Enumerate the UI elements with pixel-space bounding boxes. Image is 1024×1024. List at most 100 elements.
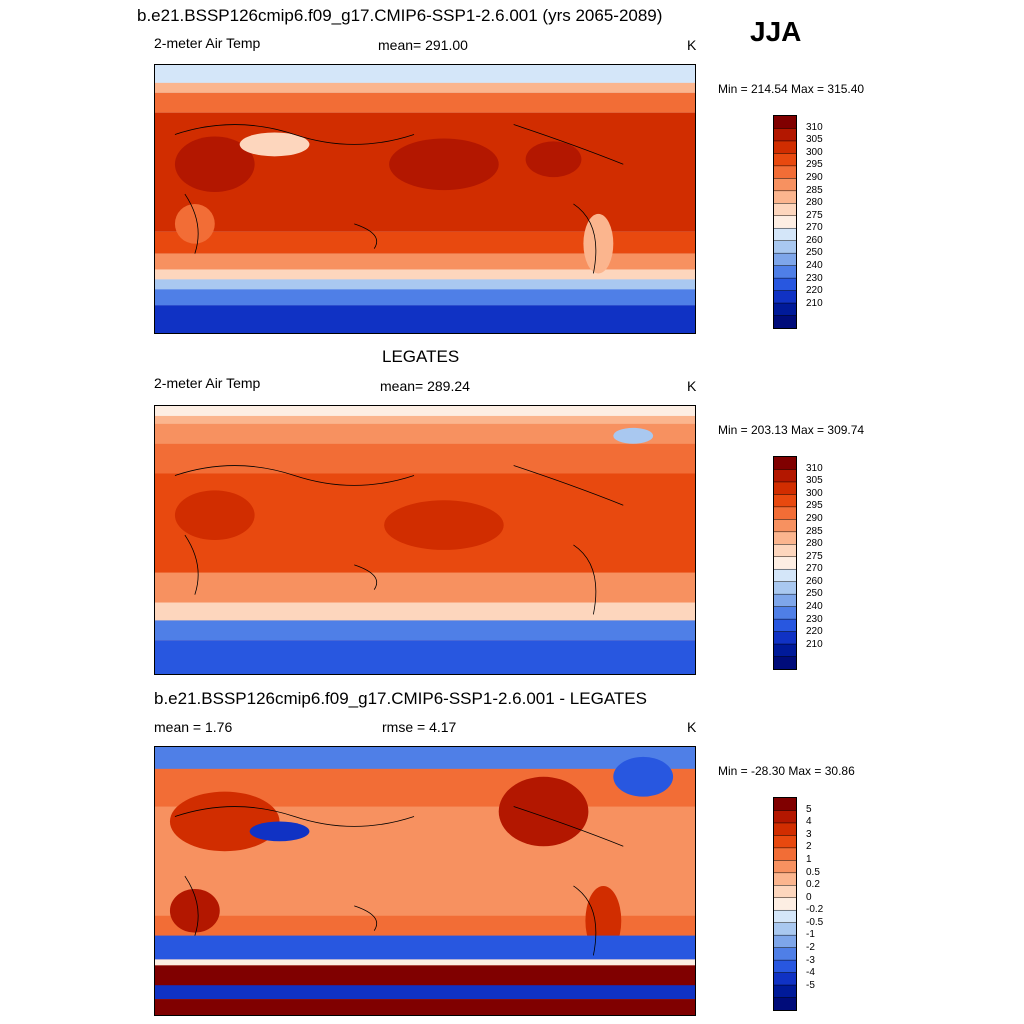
colorbar-tick-label: 295	[806, 159, 823, 171]
colorbar-swatch	[774, 947, 796, 961]
colorbar-swatch	[774, 910, 796, 924]
colorbar-swatch	[774, 265, 796, 279]
colorbar-swatch	[774, 178, 796, 192]
colorbar-tick-label: 2	[806, 841, 812, 853]
colorbar-tick-label: 240	[806, 260, 823, 272]
colorbar-tick-label: 230	[806, 272, 823, 284]
colorbar-tick-label: -3	[806, 954, 815, 966]
colorbar-swatch	[774, 556, 796, 570]
panel-3-mean: mean = 1.76	[154, 719, 233, 735]
colorbar-swatch	[774, 290, 796, 304]
colorbar-tick-label: 285	[806, 525, 823, 537]
colorbar-swatch	[774, 519, 796, 533]
panel-3-rmse: rmse = 4.17	[382, 719, 457, 735]
colorbar-tick-label: 0.5	[806, 866, 820, 878]
colorbar-swatch	[774, 116, 796, 129]
colorbar-swatch	[774, 506, 796, 520]
colorbar-swatch	[774, 469, 796, 483]
panel-3-title: b.e21.BSSP126cmip6.f09_g17.CMIP6-SSP1-2.…	[154, 689, 647, 708]
colorbar-swatch	[774, 606, 796, 620]
panel-2-minmax: Min = 203.13 Max = 309.74	[718, 423, 865, 437]
colorbar-swatch	[774, 228, 796, 242]
panel-2-mean: mean= 289.24	[380, 378, 470, 394]
colorbar-swatch	[774, 835, 796, 849]
colorbar-tick-label: 250	[806, 247, 823, 259]
colorbar-swatch	[774, 985, 796, 999]
colorbar-tick-label: -5	[806, 979, 815, 991]
colorbar-swatch	[774, 935, 796, 949]
colorbar-swatch	[774, 544, 796, 558]
season-label: JJA	[750, 16, 802, 47]
panel-2-colorbar	[773, 456, 797, 670]
panel-1-minmax: Min = 214.54 Max = 315.40	[718, 82, 865, 96]
colorbar-swatch	[774, 569, 796, 583]
colorbar-swatch	[774, 922, 796, 936]
colorbar-tick-label: 280	[806, 538, 823, 550]
colorbar-tick-label: 270	[806, 563, 823, 575]
colorbar-tick-label: 275	[806, 209, 823, 221]
colorbar-tick-label: -2	[806, 942, 815, 954]
colorbar-tick-label: 0.2	[806, 879, 820, 891]
colorbar-tick-label: 300	[806, 146, 823, 158]
colorbar-tick-label: 220	[806, 285, 823, 297]
colorbar-tick-label: 3	[806, 828, 812, 840]
panel-2-variable: 2-meter Air Temp	[154, 375, 261, 391]
colorbar-tick-label: 260	[806, 234, 823, 246]
panel-1-variable: 2-meter Air Temp	[154, 35, 261, 51]
colorbar-swatch	[774, 619, 796, 633]
colorbar-swatch	[774, 644, 796, 658]
colorbar-swatch	[774, 997, 796, 1010]
colorbar-tick-label: 295	[806, 500, 823, 512]
colorbar-tick-label: 300	[806, 487, 823, 499]
colorbar-tick-label: 310	[806, 121, 823, 133]
colorbar-tick-label: 220	[806, 626, 823, 638]
colorbar-swatch	[774, 165, 796, 179]
colorbar-swatch	[774, 960, 796, 974]
colorbar-tick-label: 275	[806, 550, 823, 562]
colorbar-tick-label: 305	[806, 475, 823, 487]
colorbar-swatch	[774, 203, 796, 217]
colorbar-swatch	[774, 860, 796, 874]
colorbar-tick-label: 270	[806, 222, 823, 234]
colorbar-swatch	[774, 457, 796, 470]
colorbar-swatch	[774, 531, 796, 545]
colorbar-swatch	[774, 153, 796, 167]
panel-3-minmax: Min = -28.30 Max = 30.86	[718, 764, 855, 778]
panel-1-map	[154, 64, 696, 334]
panel-2-title: LEGATES	[382, 347, 460, 366]
panel-3-map	[154, 746, 696, 1016]
colorbar-swatch	[774, 847, 796, 861]
colorbar-tick-label: 260	[806, 575, 823, 587]
colorbar-tick-label: 250	[806, 588, 823, 600]
colorbar-swatch	[774, 215, 796, 229]
colorbar-swatch	[774, 140, 796, 154]
colorbar-tick-label: 290	[806, 512, 823, 524]
colorbar-tick-label: 280	[806, 197, 823, 209]
colorbar-swatch	[774, 594, 796, 608]
colorbar-swatch	[774, 872, 796, 886]
colorbar-swatch	[774, 481, 796, 495]
colorbar-tick-label: 310	[806, 462, 823, 474]
colorbar-swatch	[774, 128, 796, 142]
colorbar-swatch	[774, 240, 796, 254]
colorbar-tick-label: 305	[806, 134, 823, 146]
colorbar-swatch	[774, 972, 796, 986]
colorbar-swatch	[774, 656, 796, 669]
panel-3-units: K	[687, 719, 697, 735]
colorbar-tick-label: 210	[806, 638, 823, 650]
colorbar-swatch	[774, 303, 796, 317]
colorbar-tick-label: 290	[806, 171, 823, 183]
colorbar-swatch	[774, 494, 796, 508]
colorbar-tick-label: 0	[806, 891, 812, 903]
colorbar-swatch	[774, 810, 796, 824]
colorbar-swatch	[774, 885, 796, 899]
colorbar-tick-label: 4	[806, 816, 812, 828]
colorbar-swatch	[774, 798, 796, 811]
colorbar-tick-label: 210	[806, 297, 823, 309]
colorbar-swatch	[774, 278, 796, 292]
colorbar-swatch	[774, 897, 796, 911]
colorbar-swatch	[774, 822, 796, 836]
colorbar-tick-label: 230	[806, 613, 823, 625]
panel-2-map	[154, 405, 696, 675]
colorbar-swatch	[774, 315, 796, 328]
